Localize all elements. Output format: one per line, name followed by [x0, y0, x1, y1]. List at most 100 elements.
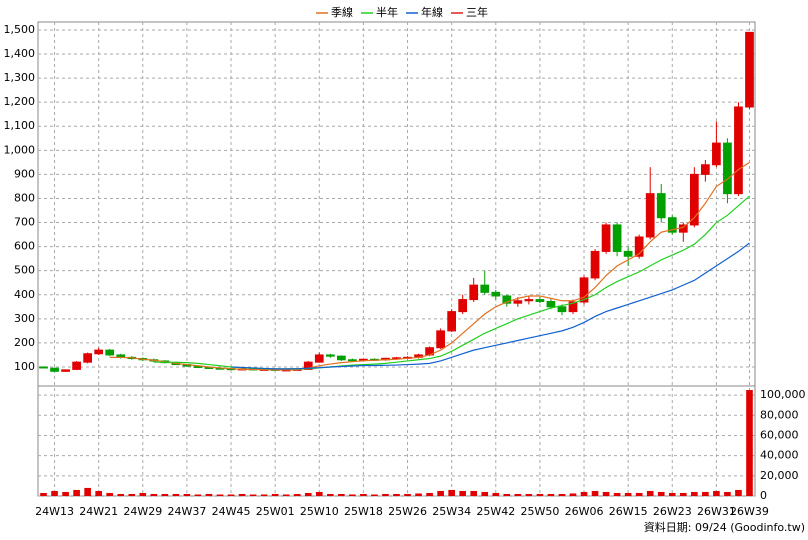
volume-bar — [404, 493, 411, 496]
y-tick-label: 1,300 — [4, 71, 36, 84]
volume-bar — [635, 492, 643, 496]
candle-body — [72, 361, 81, 370]
volume-bar — [724, 491, 731, 496]
volume-bar — [271, 493, 279, 496]
x-tick-label: 26W31 — [697, 505, 736, 518]
candle-body — [667, 217, 677, 233]
volume-bar — [679, 492, 687, 496]
volume-bar — [558, 493, 566, 496]
candle-body — [447, 311, 457, 332]
volume-bar — [382, 493, 389, 496]
volume-bar — [315, 491, 323, 496]
volume-bar — [580, 491, 588, 496]
x-tick-label: 24W29 — [123, 505, 162, 518]
y-tick-label: 1,000 — [4, 143, 36, 156]
y-tick-label: 1,400 — [4, 47, 36, 60]
y-tick-label: 1,100 — [4, 119, 36, 132]
y-tick-label: 1,500 — [4, 23, 36, 36]
candle-body — [94, 349, 104, 355]
volume-bar — [150, 493, 158, 496]
volume-bar — [117, 493, 125, 496]
y2-tick-label: 40,000 — [760, 449, 799, 462]
volume-bar — [746, 390, 753, 496]
candle-body — [601, 224, 611, 252]
x-tick-label: 25W10 — [300, 505, 339, 518]
volume-bar — [536, 493, 544, 496]
x-tick-label: 25W26 — [388, 505, 427, 518]
candle-body — [656, 193, 666, 219]
candle-body — [491, 291, 501, 297]
volume-bar — [371, 494, 378, 496]
candle-body — [623, 250, 633, 257]
x-tick-label: 24W13 — [35, 505, 74, 518]
volume-panel — [37, 385, 756, 497]
y-tick-label: 900 — [14, 167, 35, 180]
candle-body — [83, 353, 92, 363]
volume-bar — [547, 493, 555, 496]
volume-bar — [349, 494, 356, 496]
volume-bar — [73, 489, 80, 496]
x-tick-label: 25W42 — [476, 505, 515, 518]
ma-line — [231, 242, 750, 370]
volume-bar — [713, 490, 720, 496]
candle-body — [745, 31, 754, 108]
volume-bar — [128, 493, 136, 496]
volume-bar — [602, 491, 610, 496]
x-tick-label: 25W50 — [520, 505, 559, 518]
volume-bar — [183, 493, 191, 496]
ma-line — [109, 161, 750, 371]
volume-bar — [525, 493, 533, 496]
volume-bar — [691, 491, 698, 496]
volume-bar — [327, 493, 334, 496]
y2-tick-label: 100,000 — [760, 388, 806, 401]
candle-body — [645, 193, 655, 238]
candle-body — [61, 369, 70, 372]
candle-body — [734, 106, 743, 195]
volume-bar — [172, 493, 180, 496]
y2-tick-label: 0 — [760, 489, 767, 502]
candle-body — [579, 277, 589, 303]
candle-body — [568, 301, 578, 313]
y-tick-label: 700 — [14, 216, 35, 229]
volume-bar — [194, 494, 202, 496]
volume-bar — [591, 490, 599, 496]
volume-bar — [613, 492, 621, 496]
candle-body — [314, 354, 324, 363]
volume-bar — [62, 491, 69, 496]
x-tick-label: 26W39 — [730, 505, 769, 518]
volume-bar — [360, 493, 367, 496]
y2-tick-label: 60,000 — [760, 428, 799, 441]
x-tick-label: 26W06 — [565, 505, 604, 518]
volume-bar — [84, 487, 91, 496]
candle-body — [336, 355, 346, 361]
volume-bar — [139, 492, 147, 496]
y-tick-label: 800 — [14, 191, 35, 204]
volume-bar — [161, 493, 169, 496]
volume-bar — [668, 492, 676, 496]
legend-label: 半年 — [376, 5, 398, 19]
volume-bar — [459, 490, 466, 496]
volume-bar — [293, 493, 301, 496]
candle-body — [458, 299, 468, 313]
candle-body — [50, 367, 59, 372]
x-tick-label: 25W18 — [344, 505, 383, 518]
candle-body — [502, 295, 512, 304]
candle-body — [303, 361, 313, 370]
volume-bar — [481, 491, 489, 496]
y-tick-label: 300 — [14, 312, 35, 325]
candle-body — [325, 354, 335, 357]
candle-body — [105, 349, 115, 356]
volume-bar — [249, 494, 257, 496]
candle-body — [590, 250, 600, 279]
candle-body — [524, 299, 534, 302]
legend-label: 季線 — [331, 5, 353, 19]
candle-body — [612, 224, 622, 252]
y-tick-label: 1,200 — [4, 95, 36, 108]
volume-bar — [95, 490, 102, 496]
candle-body — [535, 299, 545, 302]
volume-bar — [514, 493, 522, 496]
candle-body — [546, 301, 556, 308]
y-tick-label: 100 — [14, 360, 35, 373]
volume-bar — [624, 492, 632, 496]
candle-body — [348, 359, 357, 362]
